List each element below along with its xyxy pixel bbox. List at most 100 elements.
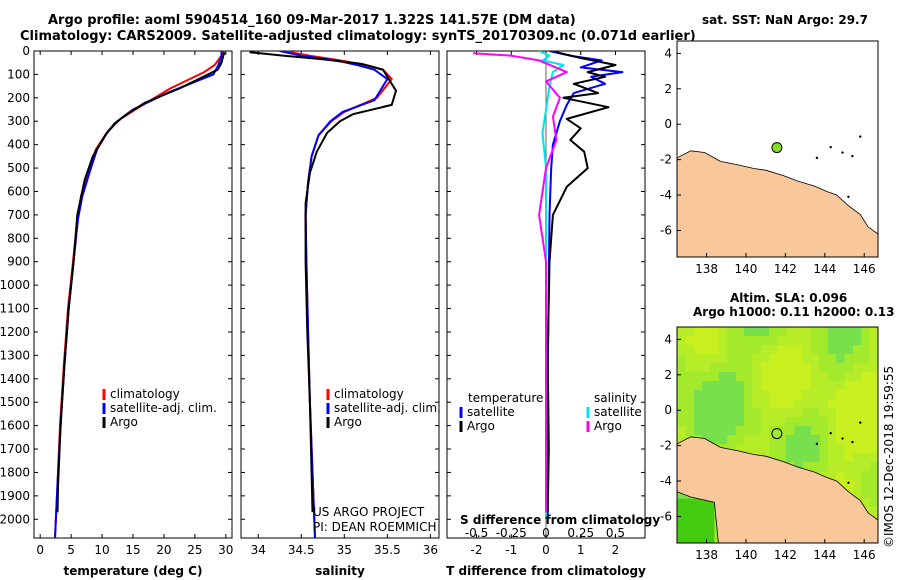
sla-cell — [811, 327, 820, 337]
y-tick-label: 1600 — [0, 419, 30, 433]
sla-cell — [794, 399, 804, 409]
sla-cell — [844, 435, 854, 445]
sla-cell — [718, 399, 728, 409]
sla-cell — [702, 408, 712, 418]
sla-cell — [710, 417, 720, 427]
sla-cell — [710, 435, 720, 445]
sla-cell — [677, 381, 686, 391]
sla-cell — [802, 462, 812, 472]
sla-cell — [727, 390, 737, 400]
sla-cell — [852, 345, 862, 355]
sla-cell — [794, 363, 804, 373]
sla-cell — [777, 426, 787, 436]
legend-label: satellite — [594, 405, 642, 419]
sla-cell — [836, 444, 846, 454]
sla-cell — [702, 390, 712, 400]
sla-cell — [844, 426, 854, 436]
sla-cell — [752, 408, 762, 418]
island — [847, 481, 850, 485]
sla-cell — [861, 381, 871, 391]
sla-cell — [785, 345, 795, 355]
sla-cell — [811, 444, 820, 454]
sla-cell — [760, 435, 770, 445]
sla-cell — [794, 327, 804, 337]
x-tick-label: 34.5 — [288, 543, 315, 557]
sla-cell — [819, 327, 829, 337]
sla-cell — [744, 345, 753, 355]
sla-cell — [827, 408, 837, 418]
plot-frame — [240, 50, 440, 539]
sla-cell — [852, 399, 862, 409]
sla-cell — [819, 345, 829, 355]
sla-cell — [685, 354, 695, 364]
island — [829, 432, 832, 435]
sla-cell — [852, 480, 862, 490]
sla-cell — [769, 345, 779, 355]
y-tick-label: 1500 — [0, 395, 30, 409]
sla-cell — [819, 453, 829, 463]
sla-cell — [869, 372, 878, 382]
sla-map-subtitle: Argo h1000: 0.11 h2000: 0.13 — [693, 305, 894, 319]
sla-cell — [852, 390, 862, 400]
sla-cell — [677, 408, 686, 418]
sla-cell — [718, 327, 728, 337]
sla-cell — [769, 390, 779, 400]
sla-cell — [836, 327, 846, 337]
sla-cell — [869, 327, 878, 337]
y-tick-label: 0 — [22, 44, 30, 58]
figure-title-line1: Argo profile: aoml 5904514_160 09-Mar-20… — [48, 13, 576, 28]
sla-cell — [727, 408, 737, 418]
lon-tick-label: 142 — [774, 262, 797, 276]
sla-cell — [718, 381, 728, 391]
sla-cell — [760, 399, 770, 409]
sla-cell — [769, 372, 779, 382]
lat-tick-label: 0 — [664, 117, 672, 131]
y-tick-label: 1200 — [0, 325, 30, 339]
sla-cell — [685, 399, 695, 409]
legend-label: Argo — [467, 419, 495, 433]
sla-cell — [802, 426, 812, 436]
sla-cell — [811, 426, 820, 436]
sla-cell — [861, 489, 871, 499]
sla-cell — [760, 444, 770, 454]
sla-cell — [744, 381, 753, 391]
sla-cell — [811, 399, 820, 409]
sla-cell — [852, 444, 862, 454]
sla-cell — [844, 417, 854, 427]
sla-cell — [869, 507, 878, 517]
sla-cell — [702, 426, 712, 436]
sla-cell — [677, 345, 686, 355]
y-tick-label: 1100 — [0, 302, 30, 316]
sla-cell — [760, 408, 770, 418]
sla-cell — [861, 453, 871, 463]
sla-cell — [794, 426, 804, 436]
sla-cell — [836, 363, 846, 373]
sla-cell — [702, 336, 712, 346]
lat-tick-label: -2 — [660, 153, 672, 167]
sla-cell — [794, 417, 804, 427]
sla-cell — [852, 453, 862, 463]
lat-tick-label: 0 — [664, 403, 672, 417]
sla-cell — [685, 426, 695, 436]
x-tick-label: 0 — [542, 543, 550, 557]
sla-cell — [769, 408, 779, 418]
sla-cell — [752, 372, 762, 382]
sla-cell — [677, 354, 686, 364]
sla-cell — [727, 363, 737, 373]
sla-cell — [718, 363, 728, 373]
x-tick-label: 1 — [577, 543, 585, 557]
sla-cell — [777, 444, 787, 454]
x-tick-label: 34 — [251, 543, 266, 557]
sla-cell — [760, 417, 770, 427]
sla-cell — [677, 372, 686, 382]
s-diff-tick-label: 0.5 — [606, 526, 625, 540]
x-tick-label: 30 — [218, 543, 233, 557]
x-tick-label: 0 — [36, 543, 44, 557]
sla-cell — [702, 345, 712, 355]
sla-cell — [752, 336, 762, 346]
sla-cell — [836, 399, 846, 409]
island — [851, 440, 854, 444]
sla-cell — [861, 363, 871, 373]
sla-cell — [702, 354, 712, 364]
sla-cell — [777, 345, 787, 355]
